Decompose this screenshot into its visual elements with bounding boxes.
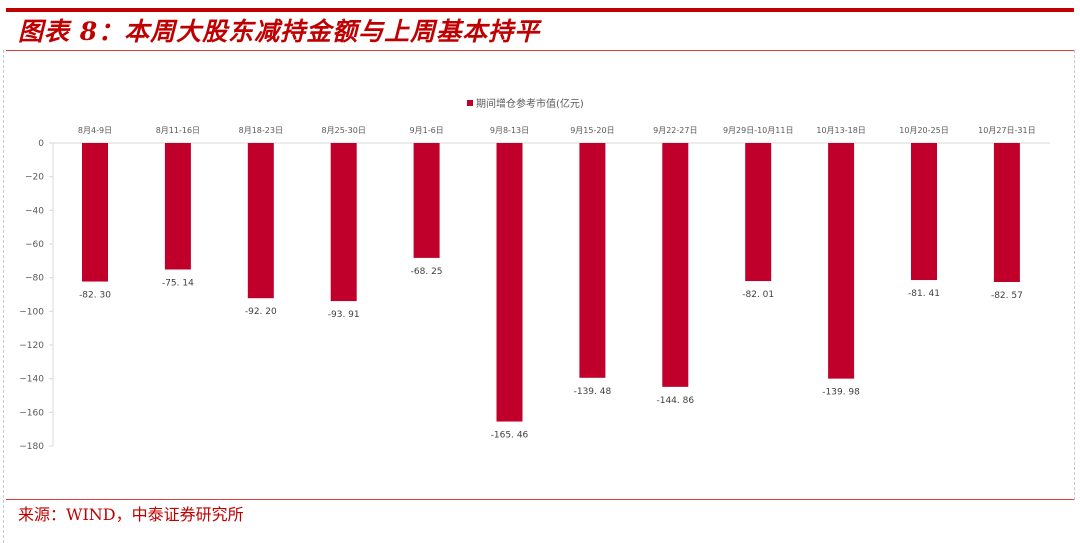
bar-value-label: -81. 41	[908, 289, 940, 299]
y-tick-label: −20	[25, 173, 44, 183]
bar	[413, 143, 440, 258]
y-tick-label: −160	[19, 408, 44, 418]
bar	[164, 143, 191, 270]
title-divider	[6, 50, 1074, 51]
bar-series: -82. 30 -75. 14 -92. 20 -93. 91 -68. 25 -165.…	[79, 143, 1023, 441]
y-tick-label: −40	[25, 206, 44, 216]
bar	[247, 143, 274, 299]
y-tick-label: −80	[25, 274, 44, 284]
bar-value-label: -165. 46	[491, 431, 529, 441]
legend-swatch-icon	[467, 100, 473, 106]
bar-value-label: -92. 20	[245, 307, 277, 317]
x-category-label: 9月8-13日	[490, 126, 529, 135]
bar	[579, 143, 606, 378]
bar-value-label: -93. 91	[328, 310, 360, 320]
frame-right-border	[1074, 50, 1075, 500]
y-tick-label: 0	[38, 139, 44, 149]
frame-left-border	[3, 50, 4, 543]
bar	[496, 143, 523, 422]
x-category-label: 9月1-6日	[410, 126, 444, 135]
y-axis: 0 −20 −40 −60 −80 −100 −120 −140 −160 −180	[19, 139, 54, 452]
bar	[993, 143, 1020, 282]
y-tick-label: −120	[19, 341, 44, 351]
x-category-label: 10月27日-31日	[978, 126, 1035, 135]
x-category-label: 8月25-30日	[322, 126, 366, 135]
x-category-label: 8月18-23日	[239, 126, 283, 135]
bar-value-label: -82. 57	[991, 291, 1023, 301]
bar	[82, 143, 108, 282]
header-accent-bar	[6, 8, 1074, 12]
x-category-label: 10月13-18日	[816, 126, 865, 135]
x-category-label: 8月4-9日	[78, 126, 112, 135]
x-category-label: 8月11-16日	[156, 126, 200, 135]
bar	[911, 143, 937, 281]
bar	[828, 143, 855, 379]
bar-value-label: -82. 30	[79, 291, 111, 301]
y-tick-label: −60	[25, 240, 44, 250]
source-divider	[6, 499, 1074, 500]
y-tick-label: −140	[19, 375, 44, 385]
y-tick-label: −100	[19, 307, 44, 317]
bar-value-label: -144. 86	[656, 396, 694, 406]
x-category-label: 9月22-27日	[653, 126, 697, 135]
x-category-label: 9月29日-10月11日	[723, 126, 794, 135]
bar-value-label: -139. 48	[574, 387, 612, 397]
source-note: 来源：WIND，中泰证券研究所	[18, 505, 244, 524]
x-axis: 8月4-9日 8月11-16日 8月18-23日 8月25-30日 9月1-6日 9月8-…	[53, 126, 1050, 144]
x-category-label: 10月20-25日	[899, 126, 948, 135]
bar-value-label: -75. 14	[162, 278, 194, 288]
page-title: 图表 8：本周大股东减持金额与上周基本持平	[18, 17, 541, 46]
bar-value-label: -139. 98	[822, 388, 860, 398]
bar	[662, 143, 689, 387]
bar	[330, 143, 357, 302]
x-category-label: 9月15-20日	[570, 126, 614, 135]
bar-value-label: -68. 25	[411, 267, 443, 277]
bar	[745, 143, 772, 282]
chart-legend: 期间增仓参考市值(亿元)	[467, 98, 584, 112]
legend-label: 期间增仓参考市值(亿元)	[476, 99, 584, 110]
y-tick-label: −180	[19, 442, 44, 452]
bar-value-label: -82. 01	[742, 290, 774, 300]
